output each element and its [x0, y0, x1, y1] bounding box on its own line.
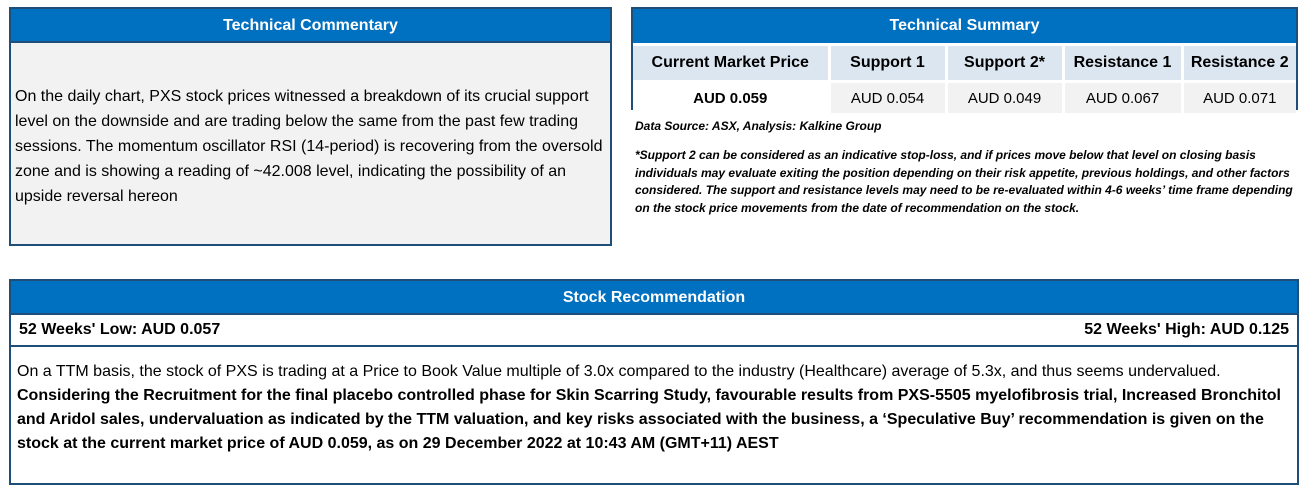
summary-value-row: AUD 0.059 AUD 0.054 AUD 0.049 AUD 0.067 … — [633, 80, 1296, 113]
value-resistance-2: AUD 0.071 — [1182, 80, 1296, 113]
value-resistance-1: AUD 0.067 — [1063, 80, 1184, 113]
technical-commentary-panel: Technical Commentary On the daily chart,… — [9, 7, 612, 246]
technical-summary-panel: Technical Summary Current Market Price S… — [631, 7, 1298, 113]
52-week-range-row: 52 Weeks' Low: AUD 0.057 52 Weeks' High:… — [11, 315, 1297, 347]
recommendation-rationale-text: Considering the Recruitment for the fina… — [17, 387, 1281, 452]
stock-recommendation-title: Stock Recommendation — [11, 281, 1297, 315]
recommendation-text: On a TTM basis, the stock of PXS is trad… — [11, 347, 1297, 456]
technical-summary-title: Technical Summary — [633, 9, 1296, 43]
value-support-1: AUD 0.054 — [829, 80, 948, 113]
support-disclaimer-note: *Support 2 can be considered as an indic… — [635, 148, 1293, 215]
header-support-2: Support 2* — [946, 43, 1065, 82]
value-current-market-price: AUD 0.059 — [633, 80, 831, 113]
data-source-note: Data Source: ASX, Analysis: Kalkine Grou… — [635, 119, 882, 133]
52-week-low: 52 Weeks' Low: AUD 0.057 — [19, 321, 221, 338]
52-week-high: 52 Weeks' High: AUD 0.125 — [1084, 321, 1289, 338]
header-current-market-price: Current Market Price — [633, 43, 831, 82]
recommendation-valuation-text: On a TTM basis, the stock of PXS is trad… — [17, 363, 1221, 380]
value-support-2: AUD 0.049 — [946, 80, 1065, 113]
header-resistance-2: Resistance 2 — [1182, 43, 1296, 82]
stock-recommendation-panel: Stock Recommendation 52 Weeks' Low: AUD … — [9, 279, 1299, 485]
summary-header-row: Current Market Price Support 1 Support 2… — [633, 43, 1296, 82]
header-resistance-1: Resistance 1 — [1063, 43, 1184, 82]
header-support-1: Support 1 — [829, 43, 948, 82]
technical-commentary-title: Technical Commentary — [11, 9, 610, 43]
technical-commentary-text: On the daily chart, PXS stock prices wit… — [11, 43, 610, 209]
technical-summary-table: Current Market Price Support 1 Support 2… — [633, 43, 1296, 113]
